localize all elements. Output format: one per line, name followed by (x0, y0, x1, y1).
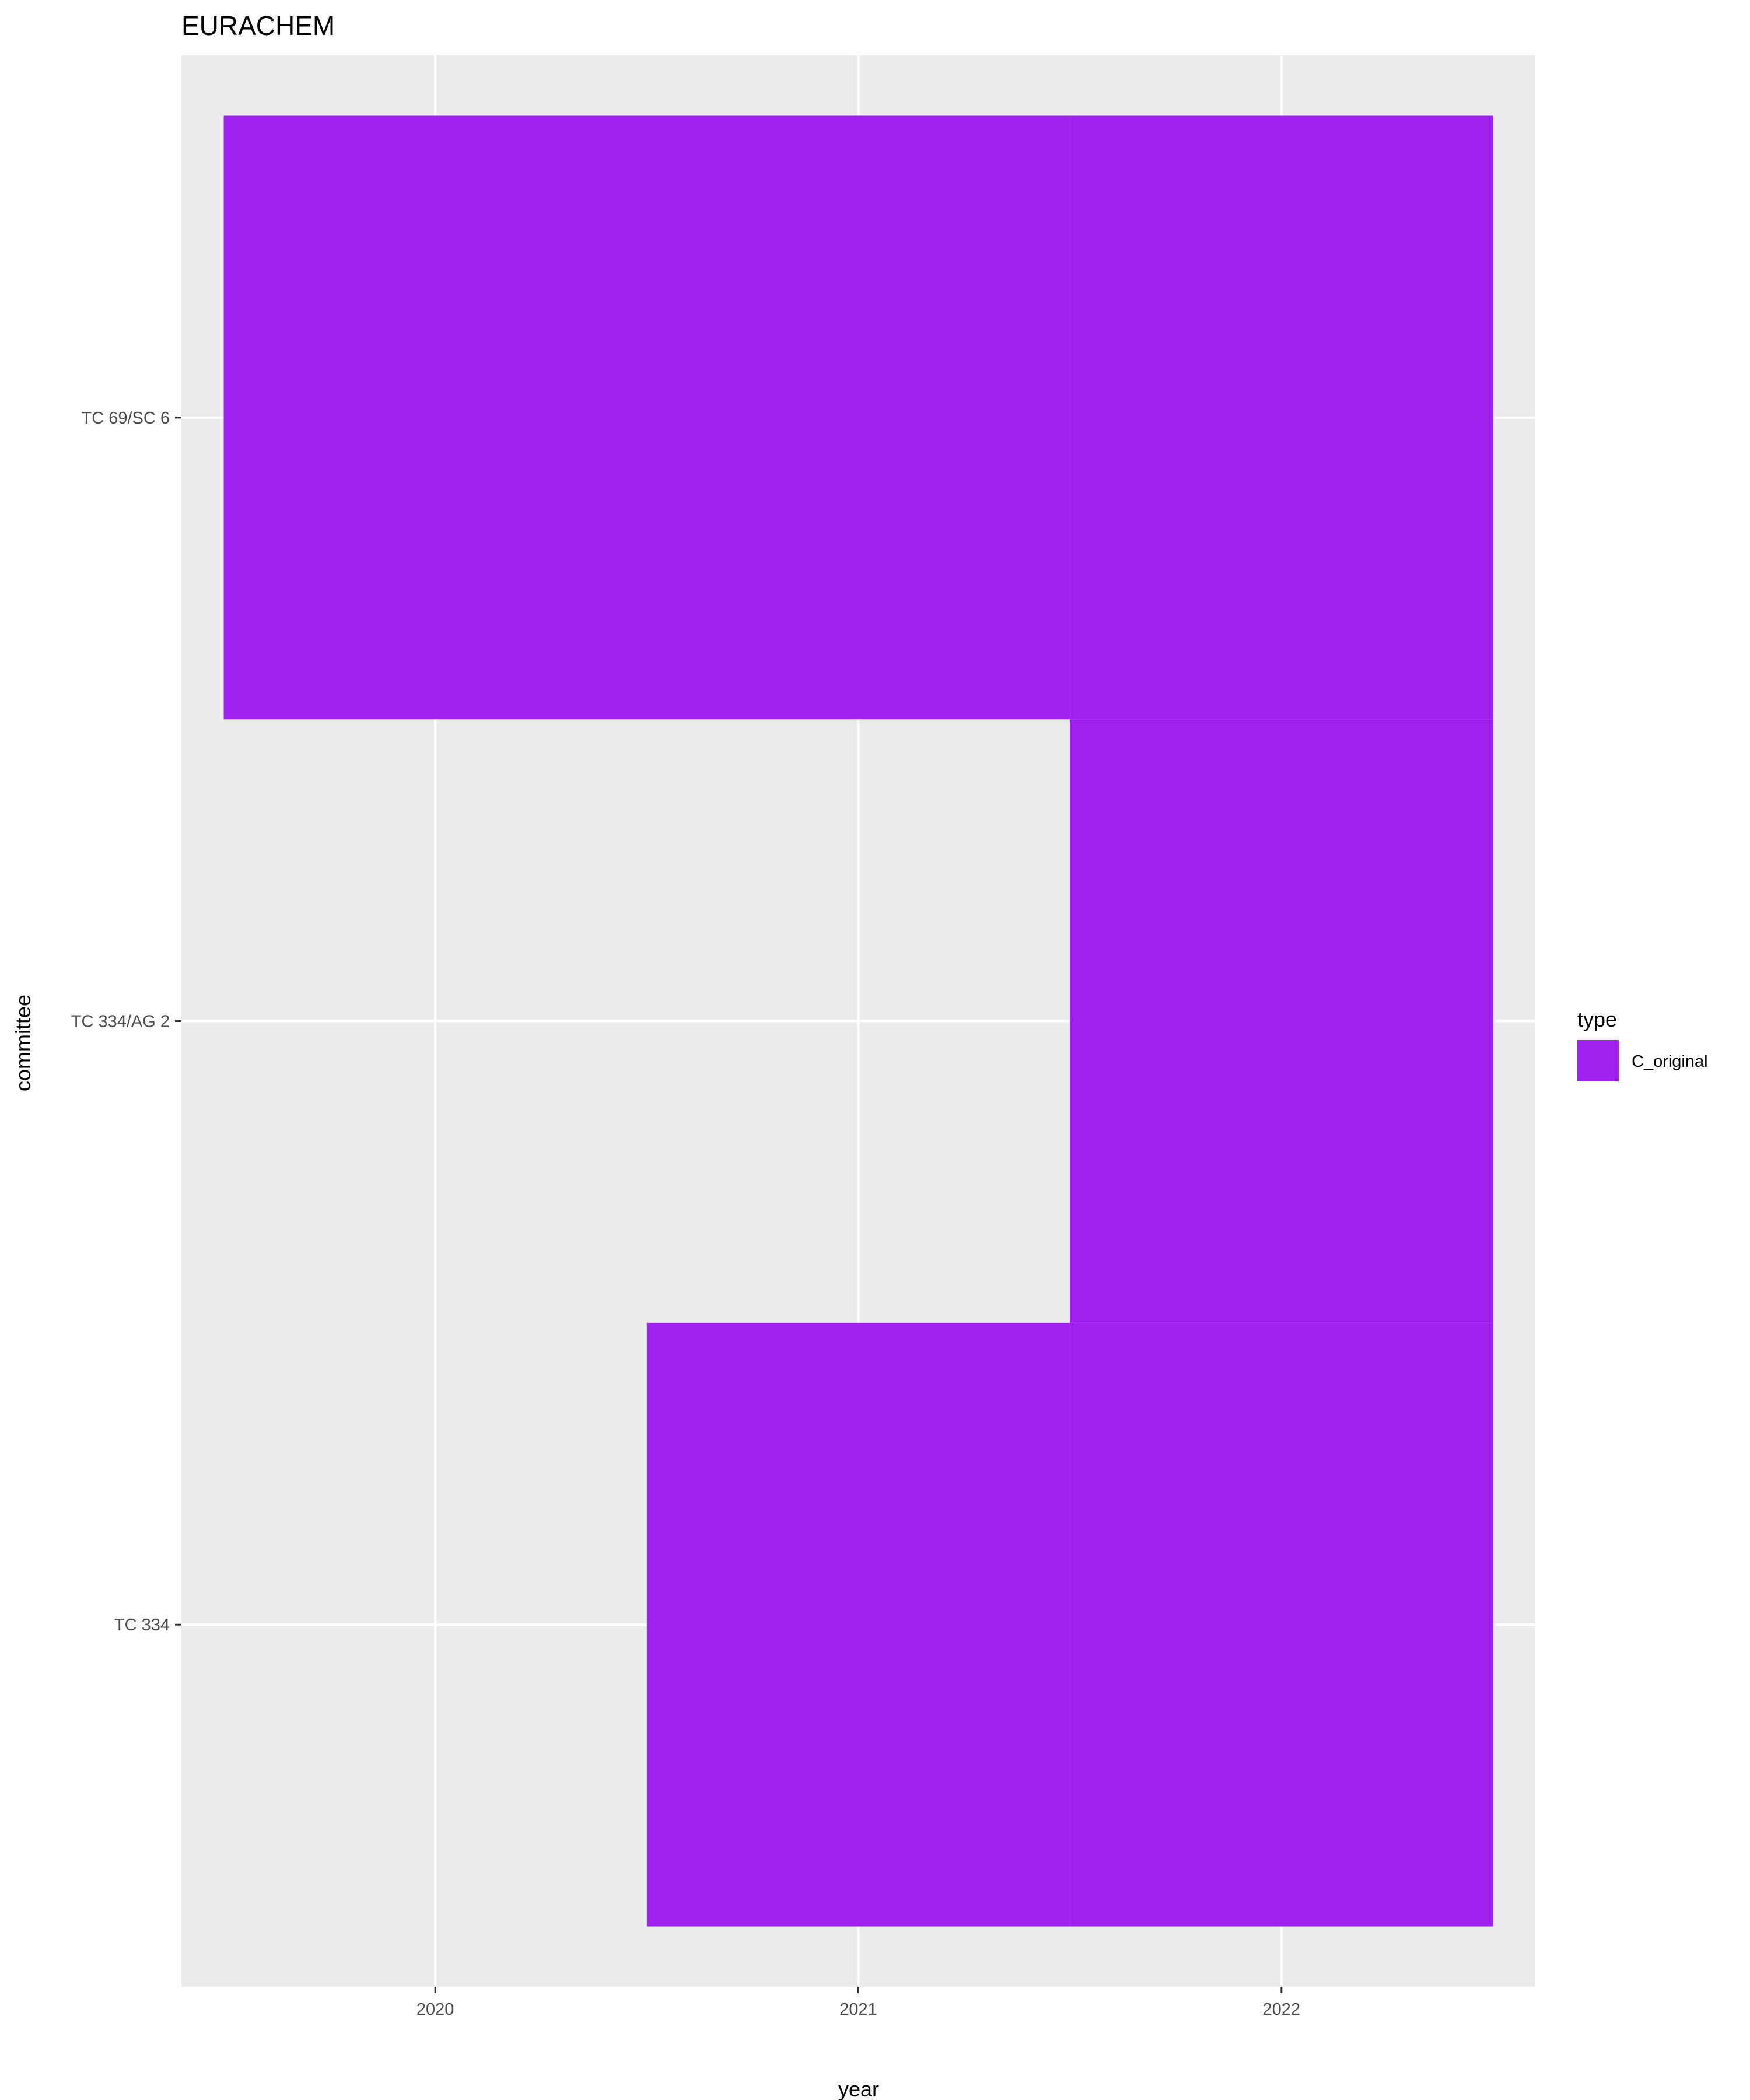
legend-key (1577, 1040, 1619, 1082)
tile (1070, 719, 1493, 1323)
tile (646, 1322, 1070, 1927)
x-tick-label: 2021 (839, 2000, 877, 2019)
y-axis-title: committee (11, 995, 35, 1091)
x-tick-label: 2022 (1263, 2000, 1301, 2019)
chart-title: EURACHEM (181, 10, 335, 41)
y-tick-label: TC 334/AG 2 (71, 1013, 170, 1031)
y-tick-label: TC 69/SC 6 (82, 409, 170, 428)
tile (223, 116, 1070, 720)
x-axis-title: year (838, 2077, 879, 2100)
legend-label: C_original (1632, 1052, 1708, 1071)
tiles (223, 116, 1493, 1927)
tile (1070, 116, 1493, 720)
y-tick-label: TC 334 (114, 1616, 170, 1634)
axes: 2020 2021 2022 TC 334 TC 334/AG 2 TC 69/SC 6 (71, 409, 1300, 2019)
legend-title: type (1577, 1007, 1617, 1031)
x-tick-label: 2020 (416, 2000, 454, 2019)
legend: type C_original (1577, 1007, 1708, 1082)
tile (1070, 1322, 1493, 1927)
